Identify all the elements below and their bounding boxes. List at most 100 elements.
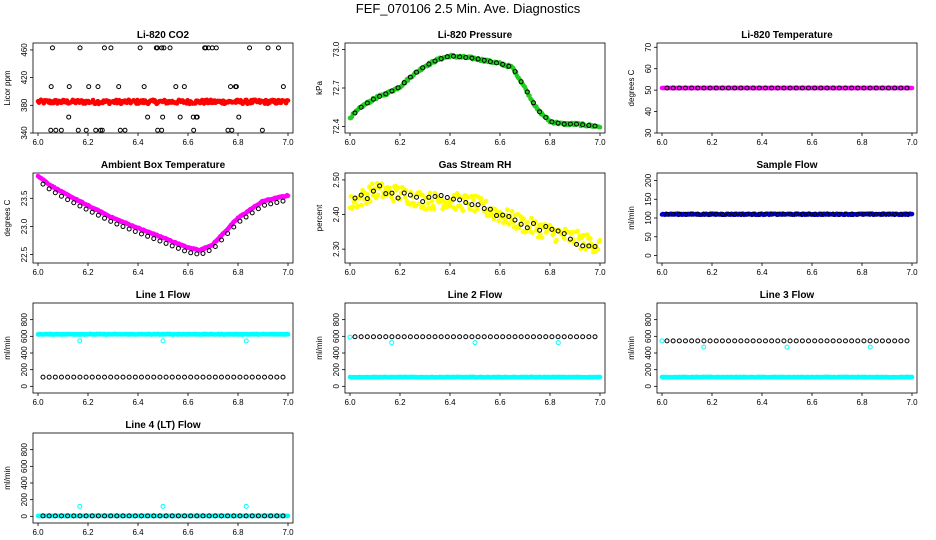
- y-tick-label: 460: [20, 43, 29, 57]
- data-point: [457, 54, 463, 60]
- y-tick-label: 30: [644, 128, 653, 137]
- y-axis-label: ml/min: [3, 336, 12, 360]
- data-point: [494, 60, 500, 66]
- x-tick-label: 6.0: [344, 268, 356, 277]
- y-tick-label: 800: [332, 312, 341, 326]
- data-point: [468, 207, 473, 212]
- y-tick-label: 2.50: [332, 172, 341, 188]
- data-point: [188, 250, 194, 256]
- data-point: [506, 63, 512, 69]
- data-point: [401, 334, 407, 340]
- data-point: [472, 340, 478, 346]
- data-point: [750, 85, 756, 91]
- series-spikes: [77, 503, 249, 509]
- data-point: [549, 119, 555, 125]
- data-point: [77, 45, 83, 51]
- y-tick-label: 50: [644, 232, 653, 241]
- series-1-min: [659, 374, 915, 380]
- x-tick-label: 6.2: [82, 138, 94, 147]
- series-1-min: [35, 331, 291, 337]
- data-point: [114, 374, 120, 380]
- plot-frame: [32, 302, 294, 394]
- data-point: [824, 85, 830, 91]
- y-axis-label: ml/min: [627, 206, 636, 230]
- data-point: [358, 104, 364, 110]
- x-tick-label: 7.0: [906, 398, 918, 407]
- data-point: [867, 344, 873, 350]
- y-tick-label: 600: [20, 459, 29, 473]
- series-2.5-min: [352, 183, 598, 250]
- data-point: [506, 222, 512, 227]
- x-tick-label: 7.0: [282, 398, 294, 407]
- data-point: [126, 226, 132, 232]
- x-tick-label: 6.0: [656, 138, 668, 147]
- data-point: [530, 230, 535, 236]
- x-tick-label: 6.2: [706, 268, 718, 277]
- y-tick-label: 73.0: [332, 41, 341, 57]
- data-point: [236, 114, 242, 120]
- data-point: [427, 190, 433, 196]
- panel-title: Line 1 Flow: [136, 290, 191, 301]
- data-point: [377, 334, 383, 340]
- data-point: [426, 334, 432, 340]
- data-point: [909, 85, 915, 91]
- data-point: [726, 85, 732, 91]
- main-title: FEF_070106 2.5 Min. Ave. Diagnostics: [355, 1, 581, 16]
- data-point: [806, 85, 812, 91]
- data-point: [500, 334, 506, 340]
- data-point: [157, 238, 163, 244]
- data-point: [664, 338, 670, 344]
- data-point: [369, 181, 375, 187]
- data-point: [475, 56, 481, 62]
- data-point: [524, 89, 530, 95]
- data-point: [836, 338, 842, 344]
- data-point: [726, 338, 732, 344]
- data-point: [159, 127, 165, 133]
- x-tick-label: 6.4: [132, 528, 144, 537]
- data-point: [750, 338, 756, 344]
- data-point: [391, 198, 396, 204]
- data-point: [483, 198, 489, 204]
- data-point: [108, 218, 114, 224]
- y-tick-label: 200: [644, 173, 653, 187]
- data-point: [695, 338, 701, 344]
- data-point: [268, 201, 274, 207]
- x-tick-label: 6.8: [232, 528, 244, 537]
- data-point: [469, 55, 475, 61]
- data-point: [46, 186, 52, 192]
- y-tick-label: 400: [20, 476, 29, 490]
- data-point: [359, 202, 364, 208]
- data-point: [194, 251, 200, 257]
- data-point: [233, 84, 239, 90]
- data-point: [555, 334, 561, 340]
- data-point: [769, 338, 775, 344]
- x-tick-label: 6.2: [82, 268, 94, 277]
- data-point: [352, 110, 358, 116]
- data-point: [450, 334, 456, 340]
- data-point: [71, 200, 77, 206]
- series-spikes: [347, 334, 561, 346]
- data-point: [280, 84, 286, 90]
- y-tick-label: 600: [644, 329, 653, 343]
- data-point: [243, 503, 249, 509]
- y-axis-label: percent: [315, 204, 324, 231]
- data-point: [812, 338, 818, 344]
- data-point: [280, 198, 286, 204]
- data-point: [182, 248, 188, 254]
- y-tick-label: 800: [20, 312, 29, 326]
- series-1-min: [347, 180, 603, 255]
- data-point: [892, 338, 898, 344]
- plot-frame: [32, 42, 294, 134]
- panel-9: Line 3 Flow ml/min 6.0 6.2 6.4 6.6 6.8 7.0 0 200 4…: [627, 290, 918, 407]
- x-tick-label: 6.2: [82, 398, 94, 407]
- data-point: [431, 206, 437, 212]
- data-point: [120, 224, 126, 230]
- panel-title: Gas Stream RH: [439, 160, 512, 171]
- data-point: [713, 85, 719, 91]
- data-point: [707, 85, 713, 91]
- data-point: [402, 194, 408, 200]
- data-point: [401, 80, 407, 86]
- data-point: [784, 344, 790, 350]
- data-point: [469, 334, 475, 340]
- data-point: [347, 334, 353, 340]
